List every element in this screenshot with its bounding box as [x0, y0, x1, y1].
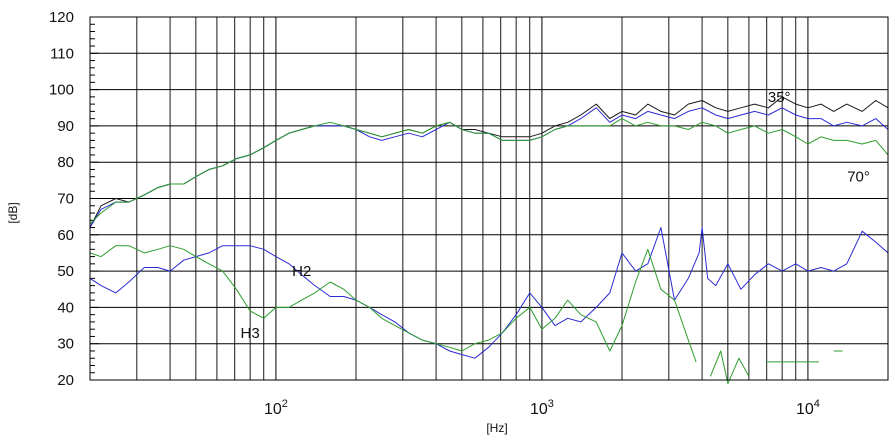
y-tick-label: 20	[57, 372, 74, 389]
y-tick-label: 50	[57, 263, 74, 280]
y-tick-marks	[90, 16, 99, 381]
y-tick-label: 110	[50, 45, 74, 62]
series-green-5	[709, 350, 750, 385]
series-h3	[89, 245, 697, 363]
x-tick-label: 103	[530, 398, 554, 418]
y-tick-label: 90	[57, 118, 74, 135]
annotation-label: 35°	[768, 89, 791, 106]
annotations: 35° 70° H2 H3	[241, 89, 870, 342]
x-tick-label: 102	[264, 398, 288, 418]
annotation-label: 70°	[847, 169, 870, 186]
y-tick-label: 70	[57, 191, 74, 208]
plot-frame	[89, 16, 889, 381]
y-tick-label: 100	[49, 82, 74, 99]
series-green-2	[89, 118, 889, 225]
annotation-label: H2	[292, 263, 311, 280]
data-series	[89, 96, 889, 385]
y-axis-label: [dB]	[6, 202, 20, 223]
y-tick-label: 120	[49, 9, 74, 26]
x-tick-label: 104	[796, 398, 820, 418]
y-tick-label: 60	[57, 227, 74, 244]
y-tick-label: 80	[57, 154, 74, 171]
y-tick-label: 30	[57, 336, 74, 353]
x-axis-label: [Hz]	[486, 421, 507, 435]
tick-labels: 20 30 40 50 60 70 80 90 100 110 120 102 103 104	[49, 9, 820, 418]
annotation-label: H3	[241, 325, 260, 342]
y-tick-label: 40	[57, 299, 74, 316]
